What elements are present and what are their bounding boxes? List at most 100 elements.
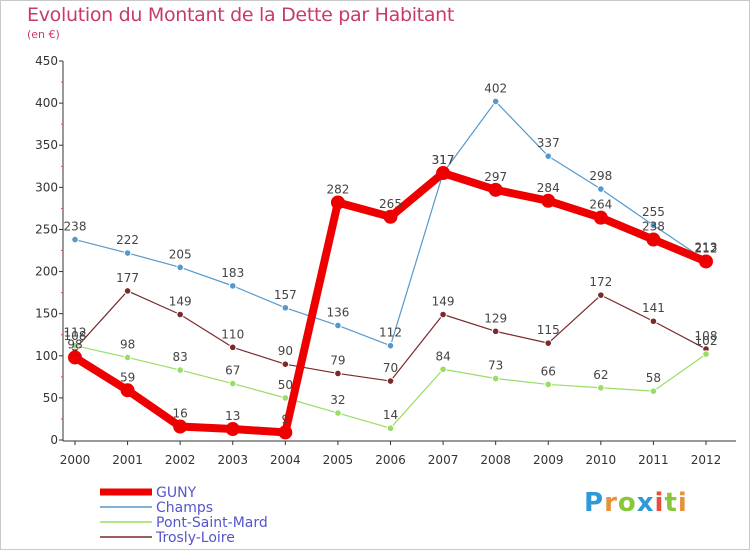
x-tick-label: 2000 bbox=[60, 453, 91, 467]
guny-point bbox=[330, 195, 345, 210]
guny-point bbox=[173, 419, 188, 434]
logo-letter: r bbox=[604, 488, 618, 518]
champs-point bbox=[281, 303, 290, 312]
champs-point bbox=[491, 97, 500, 106]
guny-point bbox=[120, 383, 135, 398]
guny-data-label: 59 bbox=[120, 370, 135, 384]
champs-data-label: 136 bbox=[326, 305, 349, 319]
champs-data-label: 298 bbox=[589, 169, 612, 183]
x-tick-label: 2010 bbox=[586, 453, 617, 467]
trosly-loire-point bbox=[123, 287, 132, 295]
guny-data-label: 284 bbox=[537, 181, 560, 195]
guny-point bbox=[593, 210, 608, 225]
pont-saint-mard-data-label: 62 bbox=[593, 368, 608, 382]
pont-saint-mard-point bbox=[491, 374, 500, 383]
x-tick-label: 2002 bbox=[165, 453, 196, 467]
pont-saint-mard-data-label: 14 bbox=[383, 408, 398, 422]
guny-point bbox=[68, 350, 82, 365]
trosly-loire-point bbox=[176, 310, 184, 319]
champs-data-label: 238 bbox=[64, 220, 87, 234]
trosly-loire-point bbox=[386, 377, 395, 385]
x-tick-label: 2004 bbox=[270, 453, 301, 467]
trosly-loire-data-label: 149 bbox=[169, 295, 192, 309]
pont-saint-mard-point bbox=[386, 424, 395, 433]
pont-saint-mard-point bbox=[702, 350, 710, 358]
trosly-loire-data-label: 129 bbox=[484, 311, 507, 325]
x-tick-label: 2005 bbox=[323, 453, 354, 467]
champs-point bbox=[649, 221, 658, 230]
pont-saint-mard-data-label: 50 bbox=[278, 378, 293, 392]
guny-data-label: 297 bbox=[484, 170, 507, 184]
x-tick-label: 2007 bbox=[428, 453, 459, 467]
pont-saint-mard-point bbox=[281, 394, 290, 402]
trosly-loire-data-label: 110 bbox=[221, 327, 244, 341]
trosly-loire-data-label: 115 bbox=[537, 323, 560, 337]
guny-data-label: 264 bbox=[589, 198, 612, 212]
pont-saint-mard-data-label: 73 bbox=[488, 359, 503, 373]
pont-saint-mard-data-label: 84 bbox=[435, 349, 450, 363]
champs-data-label: 317 bbox=[432, 153, 455, 167]
trosly-loire-data-label: 149 bbox=[432, 295, 455, 309]
guny-data-label: 265 bbox=[379, 197, 402, 211]
pont-saint-mard-data-label: 32 bbox=[330, 393, 345, 407]
x-tick-label: 2008 bbox=[480, 453, 511, 467]
trosly-loire-point bbox=[597, 291, 605, 299]
guny-data-label: 282 bbox=[326, 182, 349, 196]
trosly-loire-point bbox=[544, 339, 553, 347]
pont-saint-mard-point bbox=[544, 380, 553, 389]
x-tick-label: 2003 bbox=[217, 453, 248, 467]
logo-letter: t bbox=[664, 488, 678, 518]
champs-legend-label: Champs bbox=[156, 500, 213, 516]
trosly-loire-data-label: 108 bbox=[695, 329, 718, 343]
guny-data-label: 212 bbox=[695, 241, 718, 255]
guny-point bbox=[541, 193, 556, 208]
champs-point bbox=[334, 321, 342, 330]
trosly-loire-point bbox=[281, 360, 290, 369]
champs-point bbox=[123, 249, 132, 257]
y-tick-label: 400 bbox=[35, 96, 58, 110]
logo-letter: i bbox=[654, 488, 665, 518]
pont-saint-mard-point bbox=[176, 366, 184, 374]
logo-letter: x bbox=[636, 488, 655, 518]
pont-saint-mard-point bbox=[597, 383, 605, 392]
trosly-loire-data-label: 90 bbox=[278, 344, 293, 358]
pont-saint-mard-data-label: 58 bbox=[646, 371, 661, 385]
trosly-loire-data-label: 172 bbox=[589, 275, 612, 289]
proxiti-logo: Proxiti bbox=[584, 488, 688, 518]
guny-point bbox=[436, 166, 451, 181]
champs-data-label: 402 bbox=[484, 81, 507, 95]
y-tick-label: 450 bbox=[35, 54, 58, 68]
y-tick-label: 350 bbox=[35, 138, 58, 152]
y-tick-label: 300 bbox=[35, 180, 58, 194]
guny-point bbox=[383, 209, 398, 224]
logo-letter: P bbox=[584, 488, 605, 518]
guny-point bbox=[278, 425, 293, 440]
pont-saint-mard-legend-label: Pont-Saint-Mard bbox=[156, 515, 268, 531]
guny-data-label: 238 bbox=[642, 220, 665, 234]
trosly-loire-data-label: 141 bbox=[642, 301, 665, 315]
trosly-loire-point bbox=[334, 369, 342, 378]
champs-data-label: 183 bbox=[221, 266, 244, 280]
pont-saint-mard-point bbox=[123, 353, 132, 362]
champs-data-label: 157 bbox=[274, 288, 297, 302]
pont-saint-mard-data-label: 112 bbox=[64, 326, 87, 340]
guny-data-label: 317 bbox=[432, 153, 455, 167]
champs-point bbox=[228, 282, 237, 290]
champs-data-label: 213 bbox=[695, 241, 718, 255]
champs-data-label: 205 bbox=[169, 247, 192, 261]
trosly-loire-point bbox=[228, 343, 237, 352]
guny-data-label: 16 bbox=[173, 407, 188, 421]
trosly-loire-data-label: 70 bbox=[383, 361, 398, 375]
x-tick-label: 2006 bbox=[375, 453, 406, 467]
pont-saint-mard-data-label: 102 bbox=[695, 334, 718, 348]
x-tick-label: 2009 bbox=[533, 453, 564, 467]
champs-data-label: 222 bbox=[116, 233, 139, 247]
guny-data-label: 13 bbox=[225, 409, 240, 423]
guny-data-label: 9 bbox=[282, 412, 290, 426]
champs-point bbox=[544, 152, 553, 160]
pont-saint-mard-point bbox=[71, 341, 79, 350]
champs-data-label: 337 bbox=[537, 136, 560, 150]
guny-point bbox=[488, 182, 503, 197]
champs-data-label: 255 bbox=[642, 205, 665, 219]
trosly-loire-legend-label: Trosly-Loire bbox=[155, 530, 235, 546]
